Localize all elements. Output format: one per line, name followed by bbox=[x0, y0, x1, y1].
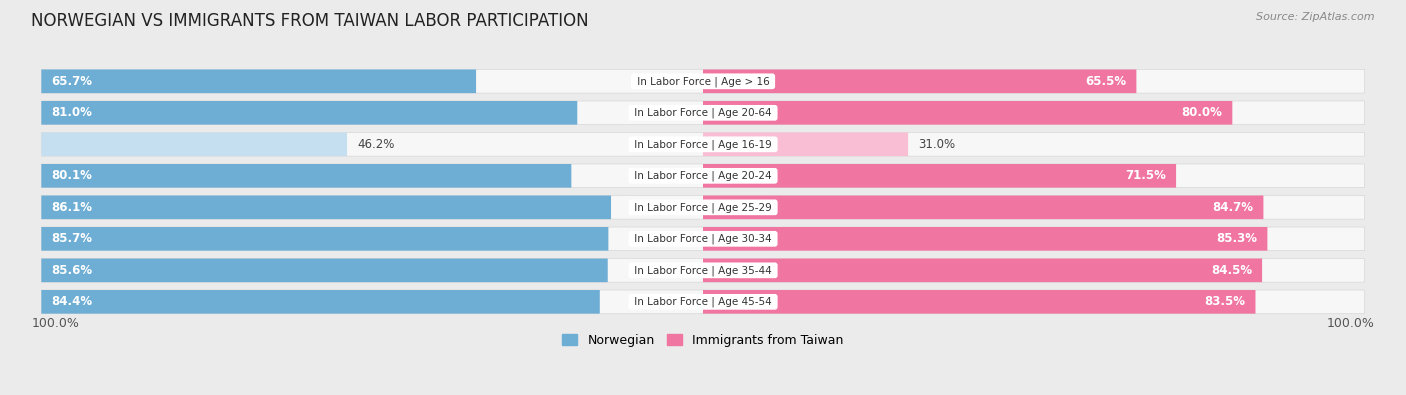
FancyBboxPatch shape bbox=[41, 290, 600, 314]
FancyBboxPatch shape bbox=[703, 290, 1256, 314]
FancyBboxPatch shape bbox=[41, 196, 612, 219]
Text: In Labor Force | Age 25-29: In Labor Force | Age 25-29 bbox=[631, 202, 775, 213]
Text: In Labor Force | Age > 16: In Labor Force | Age > 16 bbox=[634, 76, 772, 87]
FancyBboxPatch shape bbox=[41, 227, 1365, 251]
FancyBboxPatch shape bbox=[41, 196, 1365, 219]
FancyBboxPatch shape bbox=[703, 258, 1263, 282]
FancyBboxPatch shape bbox=[41, 101, 1365, 125]
Text: 85.6%: 85.6% bbox=[51, 264, 93, 277]
Text: 100.0%: 100.0% bbox=[31, 318, 79, 330]
Text: 84.4%: 84.4% bbox=[51, 295, 93, 308]
FancyBboxPatch shape bbox=[703, 227, 1267, 251]
Text: 46.2%: 46.2% bbox=[357, 138, 394, 151]
FancyBboxPatch shape bbox=[703, 196, 1264, 219]
FancyBboxPatch shape bbox=[41, 164, 571, 188]
Text: 85.7%: 85.7% bbox=[51, 232, 93, 245]
Text: In Labor Force | Age 45-54: In Labor Force | Age 45-54 bbox=[631, 297, 775, 307]
Text: 85.3%: 85.3% bbox=[1216, 232, 1257, 245]
FancyBboxPatch shape bbox=[41, 164, 1365, 188]
Text: 100.0%: 100.0% bbox=[1327, 318, 1375, 330]
FancyBboxPatch shape bbox=[703, 70, 1136, 93]
FancyBboxPatch shape bbox=[41, 132, 1365, 156]
FancyBboxPatch shape bbox=[41, 70, 1365, 93]
Text: 81.0%: 81.0% bbox=[51, 106, 93, 119]
Text: 86.1%: 86.1% bbox=[51, 201, 93, 214]
Text: 65.5%: 65.5% bbox=[1085, 75, 1126, 88]
Text: 65.7%: 65.7% bbox=[51, 75, 93, 88]
FancyBboxPatch shape bbox=[41, 258, 607, 282]
FancyBboxPatch shape bbox=[41, 101, 578, 125]
FancyBboxPatch shape bbox=[703, 132, 908, 156]
FancyBboxPatch shape bbox=[703, 164, 1175, 188]
Text: 31.0%: 31.0% bbox=[918, 138, 955, 151]
Text: In Labor Force | Age 30-34: In Labor Force | Age 30-34 bbox=[631, 233, 775, 244]
FancyBboxPatch shape bbox=[41, 70, 477, 93]
Text: In Labor Force | Age 16-19: In Labor Force | Age 16-19 bbox=[631, 139, 775, 150]
Text: 80.1%: 80.1% bbox=[51, 169, 93, 182]
Text: 84.5%: 84.5% bbox=[1211, 264, 1253, 277]
Text: 71.5%: 71.5% bbox=[1125, 169, 1166, 182]
Text: In Labor Force | Age 20-64: In Labor Force | Age 20-64 bbox=[631, 107, 775, 118]
Text: NORWEGIAN VS IMMIGRANTS FROM TAIWAN LABOR PARTICIPATION: NORWEGIAN VS IMMIGRANTS FROM TAIWAN LABO… bbox=[31, 12, 589, 30]
Text: In Labor Force | Age 35-44: In Labor Force | Age 35-44 bbox=[631, 265, 775, 276]
FancyBboxPatch shape bbox=[41, 227, 609, 251]
Text: 80.0%: 80.0% bbox=[1181, 106, 1222, 119]
FancyBboxPatch shape bbox=[703, 101, 1232, 125]
FancyBboxPatch shape bbox=[41, 258, 1365, 282]
Text: 84.7%: 84.7% bbox=[1212, 201, 1254, 214]
Text: 83.5%: 83.5% bbox=[1205, 295, 1246, 308]
Text: Source: ZipAtlas.com: Source: ZipAtlas.com bbox=[1257, 12, 1375, 22]
Text: In Labor Force | Age 20-24: In Labor Force | Age 20-24 bbox=[631, 171, 775, 181]
FancyBboxPatch shape bbox=[41, 132, 347, 156]
Legend: Norwegian, Immigrants from Taiwan: Norwegian, Immigrants from Taiwan bbox=[557, 329, 849, 352]
FancyBboxPatch shape bbox=[41, 290, 1365, 314]
